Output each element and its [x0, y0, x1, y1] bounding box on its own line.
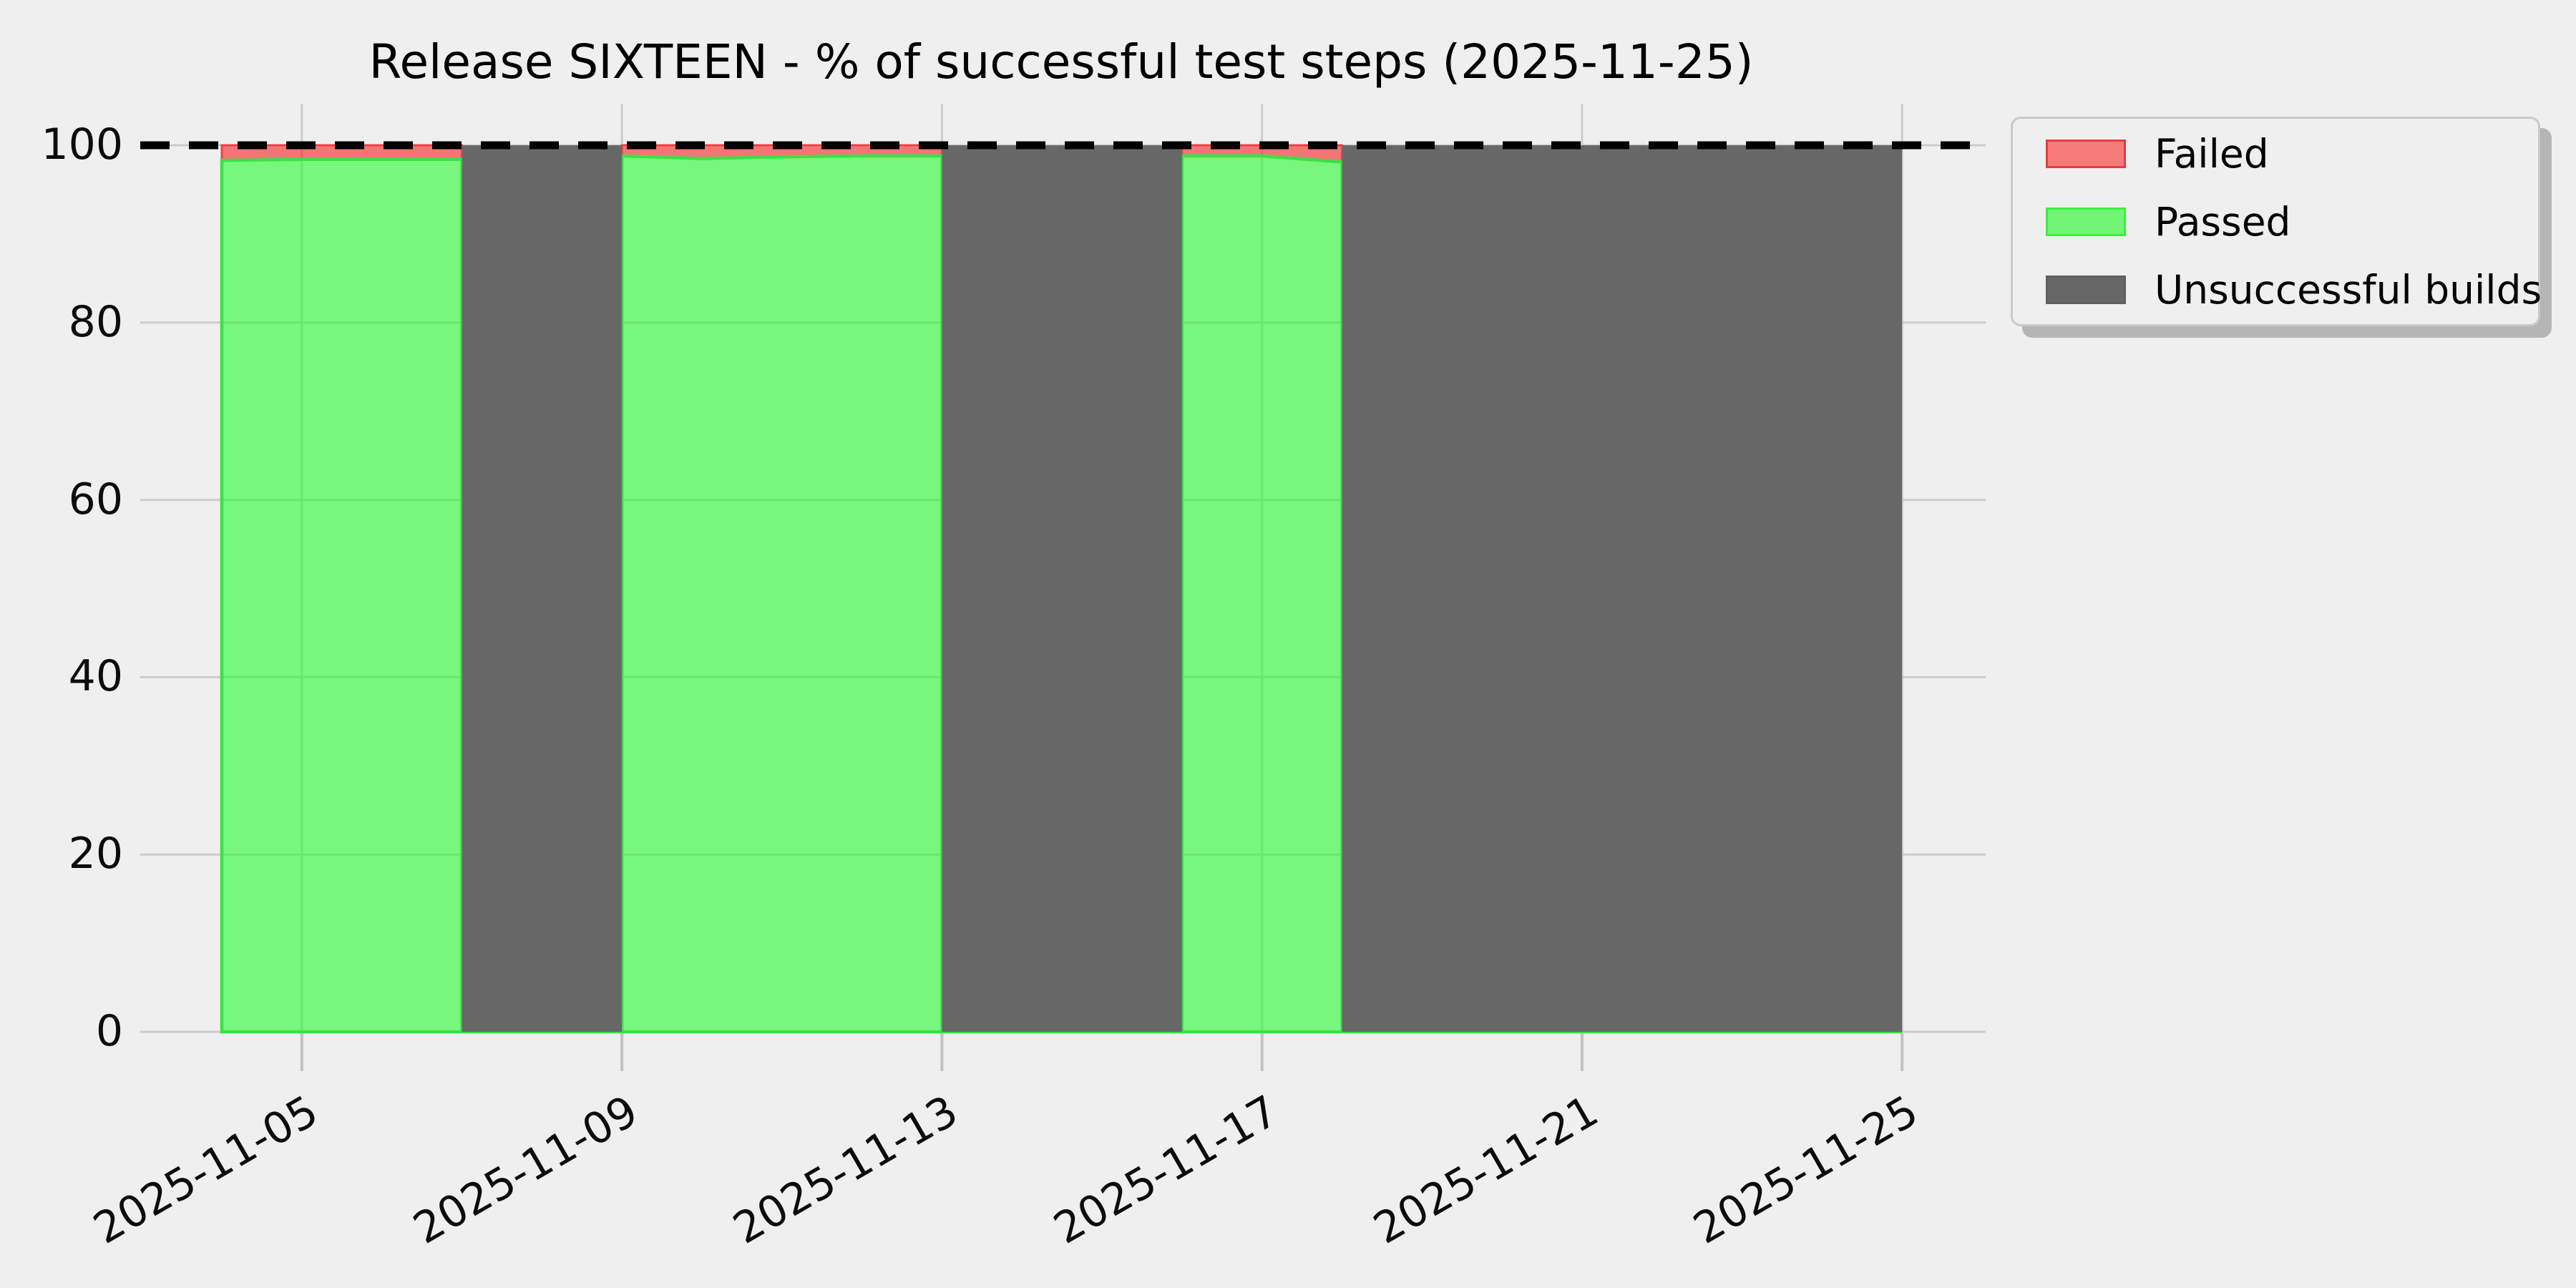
legend-label-failed: Failed — [2155, 130, 2269, 177]
legend-item-builds: Unsuccessful builds — [2046, 267, 2542, 313]
failed-swatch — [2046, 139, 2126, 168]
legend-label-builds: Unsuccessful builds — [2155, 266, 2542, 313]
legend-item-passed: Passed — [2046, 199, 2538, 245]
legend-label-passed: Passed — [2155, 198, 2291, 245]
builds-swatch — [2046, 275, 2126, 304]
legend: Failed Passed Unsuccessful builds — [2011, 117, 2542, 326]
area-series — [220, 144, 1903, 1034]
area-builds — [222, 145, 1903, 1032]
chart-title: Release SIXTEEN - % of successful test s… — [369, 34, 1754, 89]
legend-item-failed: Failed — [2046, 131, 2538, 177]
x-tick-marks — [300, 1033, 1904, 1071]
passed-swatch — [2046, 207, 2126, 236]
